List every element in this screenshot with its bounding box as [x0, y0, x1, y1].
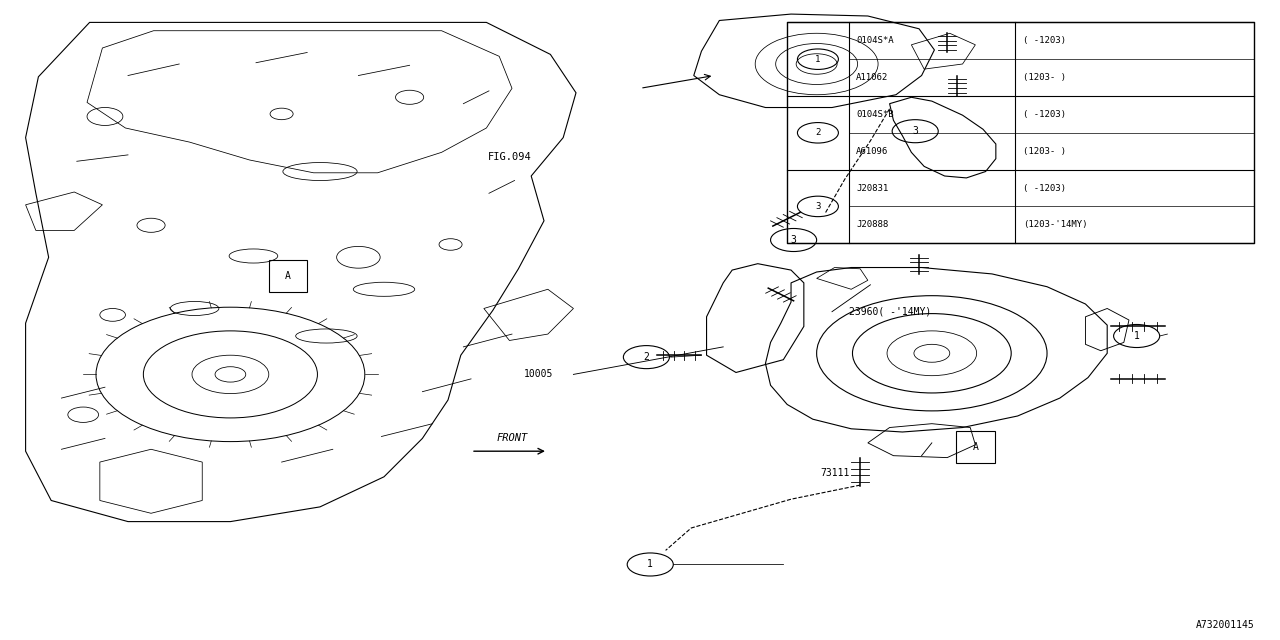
Bar [269, 260, 307, 292]
Text: ( -1203): ( -1203) [1023, 184, 1066, 193]
Text: ( -1203): ( -1203) [1023, 110, 1066, 119]
Text: 2: 2 [644, 352, 649, 362]
Text: 1: 1 [1134, 331, 1139, 341]
Text: A732001145: A732001145 [1196, 620, 1254, 630]
Text: (1203-'14MY): (1203-'14MY) [1023, 220, 1087, 229]
Text: 1: 1 [648, 559, 653, 570]
Text: 2: 2 [815, 128, 820, 138]
Text: 73111: 73111 [820, 468, 849, 479]
Bar [956, 431, 995, 463]
Text: (1203- ): (1203- ) [1023, 73, 1066, 82]
Text: J20831: J20831 [856, 184, 888, 193]
Text: A: A [973, 442, 978, 452]
Text: 3: 3 [815, 202, 820, 211]
Text: FIG.094: FIG.094 [488, 152, 531, 162]
Text: (1203- ): (1203- ) [1023, 147, 1066, 156]
Text: ( -1203): ( -1203) [1023, 36, 1066, 45]
Text: 10005: 10005 [524, 369, 553, 380]
Text: A11062: A11062 [856, 73, 888, 82]
Text: 1: 1 [815, 54, 820, 64]
Text: A: A [285, 271, 291, 282]
Text: 0104S*A: 0104S*A [856, 36, 893, 45]
Text: 3: 3 [913, 126, 918, 136]
Text: 0104S*B: 0104S*B [856, 110, 893, 119]
Text: 23960( -'14MY): 23960( -'14MY) [849, 307, 931, 317]
Text: J20888: J20888 [856, 220, 888, 229]
Text: FRONT: FRONT [497, 433, 527, 443]
Text: A61096: A61096 [856, 147, 888, 156]
Text: 3: 3 [791, 235, 796, 245]
Bar [787, 22, 1254, 243]
